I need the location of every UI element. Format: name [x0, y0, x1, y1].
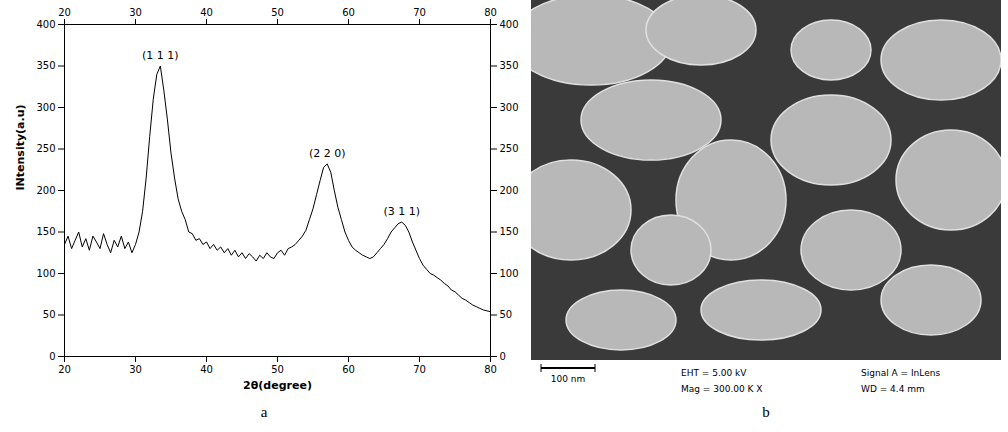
svg-text:80: 80	[484, 364, 497, 375]
svg-text:250: 250	[500, 143, 519, 154]
svg-text:100 nm: 100 nm	[551, 374, 586, 384]
svg-text:50: 50	[271, 364, 284, 375]
svg-text:400: 400	[36, 19, 55, 30]
svg-text:150: 150	[36, 226, 55, 237]
svg-text:250: 250	[36, 143, 55, 154]
svg-text:70: 70	[413, 364, 426, 375]
svg-text:INtensity(a.u): INtensity(a.u)	[14, 104, 27, 190]
svg-text:0: 0	[500, 351, 506, 362]
svg-text:300: 300	[500, 102, 519, 113]
svg-text:0: 0	[49, 351, 55, 362]
html-text:b: b	[762, 404, 770, 420]
svg-text:30: 30	[129, 364, 142, 375]
svg-text:(1 1 1): (1 1 1)	[142, 49, 179, 62]
svg-text:20: 20	[58, 7, 71, 18]
svg-text:70: 70	[413, 7, 426, 18]
svg-text:(2 2 0): (2 2 0)	[309, 147, 346, 160]
svg-text:350: 350	[500, 60, 519, 71]
svg-text:30: 30	[129, 7, 142, 18]
svg-text:60: 60	[342, 364, 355, 375]
svg-text:50: 50	[500, 309, 513, 320]
svg-text:Signal A = InLens: Signal A = InLens	[861, 368, 940, 378]
svg-text:60: 60	[342, 7, 355, 18]
svg-text:200: 200	[500, 185, 519, 196]
svg-text:50: 50	[271, 7, 284, 18]
svg-text:20: 20	[58, 364, 71, 375]
svg-text:(3 1 1): (3 1 1)	[383, 205, 420, 218]
svg-text:300: 300	[36, 102, 55, 113]
svg-text:350: 350	[36, 60, 55, 71]
svg-text:40: 40	[200, 7, 213, 18]
svg-text:400: 400	[500, 19, 519, 30]
svg-text:150: 150	[500, 226, 519, 237]
svg-text:WD = 4.4 mm: WD = 4.4 mm	[861, 384, 925, 394]
html-text:a: a	[260, 404, 268, 420]
svg-text:100: 100	[36, 268, 55, 279]
svg-text:40: 40	[200, 364, 213, 375]
svg-text:50: 50	[43, 309, 56, 320]
svg-text:80: 80	[484, 7, 497, 18]
svg-text:100: 100	[500, 268, 519, 279]
svg-text:EHT = 5.00 kV: EHT = 5.00 kV	[681, 368, 747, 378]
svg-text:200: 200	[36, 185, 55, 196]
svg-text:Mag = 300.00 K X: Mag = 300.00 K X	[681, 384, 763, 394]
svg-text:2θ(degree): 2θ(degree)	[243, 379, 312, 392]
